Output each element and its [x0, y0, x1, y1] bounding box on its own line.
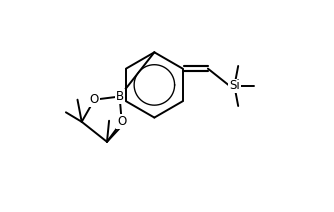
Text: B: B	[116, 90, 124, 103]
Text: O: O	[117, 115, 126, 128]
Text: O: O	[90, 93, 99, 106]
Text: Si: Si	[229, 80, 240, 92]
